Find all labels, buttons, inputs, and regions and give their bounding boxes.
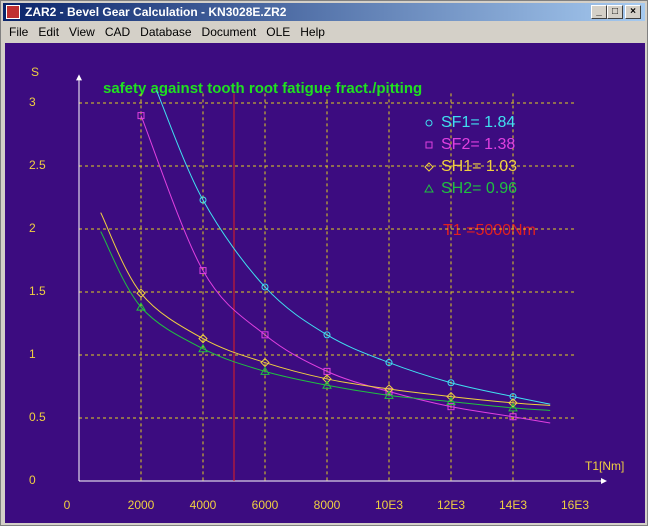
data-point (447, 403, 455, 411)
data-point (322, 374, 332, 384)
data-point (508, 398, 518, 408)
series-line (156, 90, 551, 405)
data-point (136, 288, 146, 298)
y-tick-label: 3 (29, 95, 36, 109)
x-tick-label: 0 (64, 498, 71, 512)
legend-symbol (424, 183, 434, 193)
menu-item[interactable]: View (69, 25, 95, 39)
x-tick-label: 2000 (128, 498, 155, 512)
menu-item[interactable]: File (9, 25, 29, 39)
data-point (199, 267, 207, 275)
y-tick-label: 0.5 (29, 410, 46, 424)
legend-symbol (425, 119, 433, 127)
app-icon (6, 5, 20, 19)
close-button[interactable]: × (625, 5, 641, 19)
data-point (261, 283, 269, 291)
menu-item[interactable]: Help (300, 25, 325, 39)
x-tick-label: 6000 (252, 498, 279, 512)
y-tick-label: 0 (29, 473, 36, 487)
data-point (385, 359, 393, 367)
legend-label: SF2= 1.38 (441, 136, 515, 153)
data-point (199, 196, 207, 204)
x-tick-label: 12E3 (437, 498, 465, 512)
data-point (198, 333, 208, 344)
annotation: T1 =5000Nm (443, 222, 536, 239)
data-point (137, 112, 145, 120)
x-tick-label: 4000 (190, 498, 217, 512)
maximize-button[interactable]: □ (607, 5, 623, 19)
series-line (100, 212, 551, 406)
title-bar: ZAR2 - Bevel Gear Calculation - KN3028E.… (3, 3, 645, 21)
chart-title: safety against tooth root fatigue fract.… (103, 80, 422, 97)
y-tick-label: 2.5 (29, 158, 46, 172)
menu-item[interactable]: OLE (266, 25, 291, 39)
x-tick-label: 14E3 (499, 498, 527, 512)
x-tick-label: 8000 (314, 498, 341, 512)
minimize-button[interactable]: _ (591, 5, 607, 19)
legend-label: SH1= 1.03 (441, 158, 517, 175)
data-point (260, 366, 270, 375)
y-tick-label: 1.5 (29, 284, 46, 298)
plot-background (5, 43, 645, 523)
data-point (447, 379, 455, 387)
chart: safety against tooth root fatigue fract.… (5, 43, 645, 523)
data-point (508, 402, 518, 412)
data-point (261, 331, 269, 339)
x-axis-label: T1[Nm] (585, 459, 624, 473)
y-axis-label: S (31, 65, 39, 79)
menu-item[interactable]: Document (201, 25, 257, 39)
window-title: ZAR2 - Bevel Gear Calculation - KN3028E.… (25, 5, 287, 19)
x-axis-arrow (601, 478, 607, 484)
data-point (384, 390, 394, 399)
menu-item[interactable]: CAD (104, 25, 131, 39)
legend-symbol (425, 141, 433, 149)
data-point (198, 343, 208, 353)
data-point (323, 331, 331, 339)
legend-label: SH2= 0.96 (441, 180, 517, 197)
data-point (384, 384, 394, 394)
legend-label: SF1= 1.84 (441, 114, 515, 131)
data-point (446, 396, 456, 406)
y-tick-label: 1 (29, 347, 36, 361)
menu-item[interactable]: Database (140, 25, 192, 39)
data-point (509, 413, 517, 421)
series-line (100, 231, 551, 411)
legend-symbol (424, 162, 434, 172)
x-tick-label: 10E3 (375, 498, 403, 512)
data-point (136, 302, 146, 311)
y-axis-arrow (76, 74, 82, 81)
data-point (446, 391, 456, 402)
x-tick-label: 16E3 (561, 498, 589, 512)
y-tick-label: 2 (29, 221, 36, 235)
data-point (322, 380, 332, 389)
menu-bar: File Edit View CAD Database Document OLE Help (3, 23, 645, 41)
menu-item[interactable]: Edit (38, 25, 60, 39)
